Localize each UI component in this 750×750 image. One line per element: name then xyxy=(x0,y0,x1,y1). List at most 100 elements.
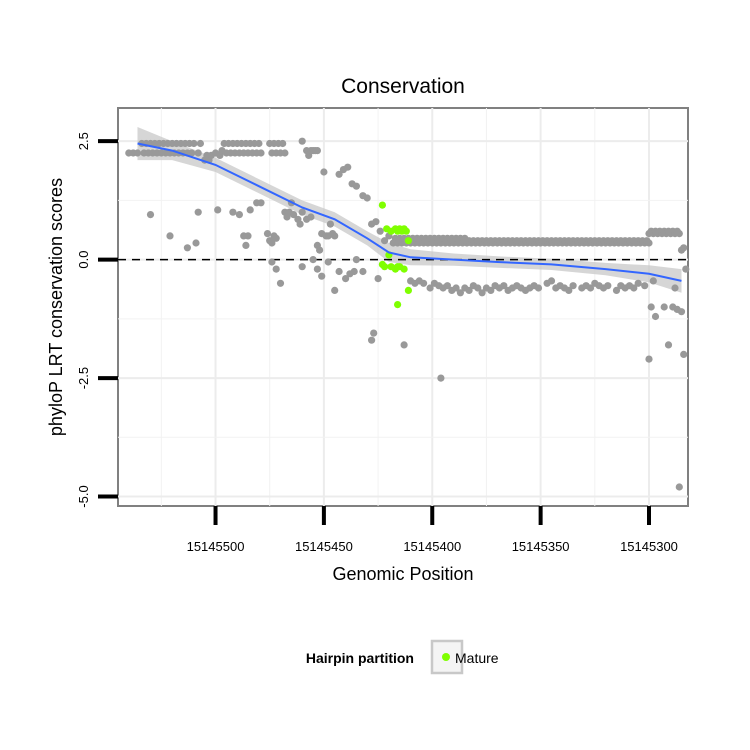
data-point xyxy=(352,256,360,264)
x-tick-label: 15145350 xyxy=(512,539,570,554)
data-point xyxy=(263,230,272,238)
legend-key-box xyxy=(430,639,464,675)
data-point xyxy=(649,277,657,285)
data-point-mature xyxy=(381,263,389,271)
data-point xyxy=(229,208,237,216)
data-point xyxy=(257,149,265,157)
data-point xyxy=(183,244,191,252)
data-point xyxy=(235,211,243,219)
y-axis-ticks: 2.5 0.0 -2.5 -5.0 xyxy=(76,132,118,508)
data-point xyxy=(368,336,376,344)
data-point xyxy=(318,272,326,280)
data-point xyxy=(196,139,204,148)
data-point-mature xyxy=(400,265,408,273)
data-point xyxy=(350,267,358,276)
data-point xyxy=(547,277,556,285)
data-point xyxy=(242,241,250,249)
y-tick-label: -2.5 xyxy=(76,367,91,389)
data-point xyxy=(272,265,280,273)
data-point xyxy=(400,341,408,349)
data-point xyxy=(298,137,306,145)
data-point xyxy=(344,163,352,171)
data-point xyxy=(257,199,265,207)
data-point xyxy=(437,374,445,382)
legend-title: Hairpin partition xyxy=(306,650,414,666)
data-point xyxy=(276,279,285,287)
data-point xyxy=(680,350,688,358)
data-point xyxy=(268,239,276,247)
data-point xyxy=(677,308,686,316)
data-point xyxy=(604,282,612,290)
data-point xyxy=(474,284,482,292)
data-point xyxy=(190,139,198,148)
confidence-ribbon xyxy=(137,127,682,293)
data-point xyxy=(146,211,155,219)
chart-title: Conservation xyxy=(341,75,465,98)
data-point xyxy=(381,237,389,245)
data-point xyxy=(352,182,360,190)
data-point xyxy=(194,208,202,216)
data-point xyxy=(331,286,339,294)
data-point-mature xyxy=(404,237,412,245)
data-point xyxy=(281,149,289,157)
data-point xyxy=(443,282,451,290)
data-point xyxy=(194,149,202,157)
data-point xyxy=(500,282,508,290)
data-point xyxy=(612,286,621,294)
data-point xyxy=(166,232,174,240)
data-point xyxy=(246,206,254,214)
data-point xyxy=(214,206,222,214)
data-point xyxy=(660,303,668,311)
x-tick-label: 15145400 xyxy=(403,539,461,554)
data-point xyxy=(374,275,382,283)
data-point xyxy=(420,279,428,287)
legend-mature-marker xyxy=(442,653,450,661)
data-point xyxy=(645,355,653,363)
data-point xyxy=(675,483,683,491)
data-point xyxy=(372,218,380,226)
y-axis-title: phyloP LRT conservation scores xyxy=(46,178,66,436)
data-point-mature xyxy=(402,227,410,235)
x-tick-label: 15145500 xyxy=(187,539,245,554)
data-point xyxy=(326,220,334,228)
data-point xyxy=(279,139,287,148)
data-point xyxy=(376,227,384,235)
data-point xyxy=(534,284,543,292)
data-point xyxy=(363,194,371,202)
data-point xyxy=(647,303,655,311)
data-point xyxy=(255,139,263,148)
data-point-mature xyxy=(394,301,402,309)
data-point xyxy=(359,267,367,276)
data-point xyxy=(324,258,332,266)
x-tick-label: 15145450 xyxy=(295,539,353,554)
data-point xyxy=(452,284,460,292)
data-point xyxy=(244,232,252,240)
confidence-ribbon-layer xyxy=(137,127,682,293)
x-tick-label: 15145300 xyxy=(620,539,678,554)
data-point xyxy=(641,282,649,290)
data-point xyxy=(586,284,595,292)
data-point-mature xyxy=(378,201,386,209)
data-point xyxy=(313,265,321,273)
data-point xyxy=(335,170,343,178)
data-point xyxy=(192,239,200,247)
data-point xyxy=(487,286,495,294)
y-tick-label: 2.5 xyxy=(76,132,91,150)
data-point xyxy=(320,168,328,176)
data-point xyxy=(426,284,434,292)
data-point xyxy=(296,220,304,228)
data-point xyxy=(456,289,464,297)
data-point xyxy=(342,275,350,283)
plot-panel xyxy=(117,107,689,507)
data-point xyxy=(188,149,196,157)
x-axis-ticks: 15145500 15145450 15145400 15145350 15145300 xyxy=(187,506,678,554)
data-point xyxy=(478,289,486,297)
data-point xyxy=(645,239,653,247)
smooth-line-layer xyxy=(137,142,682,282)
legend: Hairpin partition Mature xyxy=(306,639,499,675)
data-point xyxy=(307,213,315,221)
y-tick-label: 0.0 xyxy=(76,251,91,269)
data-point xyxy=(298,208,306,216)
data-point xyxy=(272,234,280,242)
data-point xyxy=(682,265,690,273)
